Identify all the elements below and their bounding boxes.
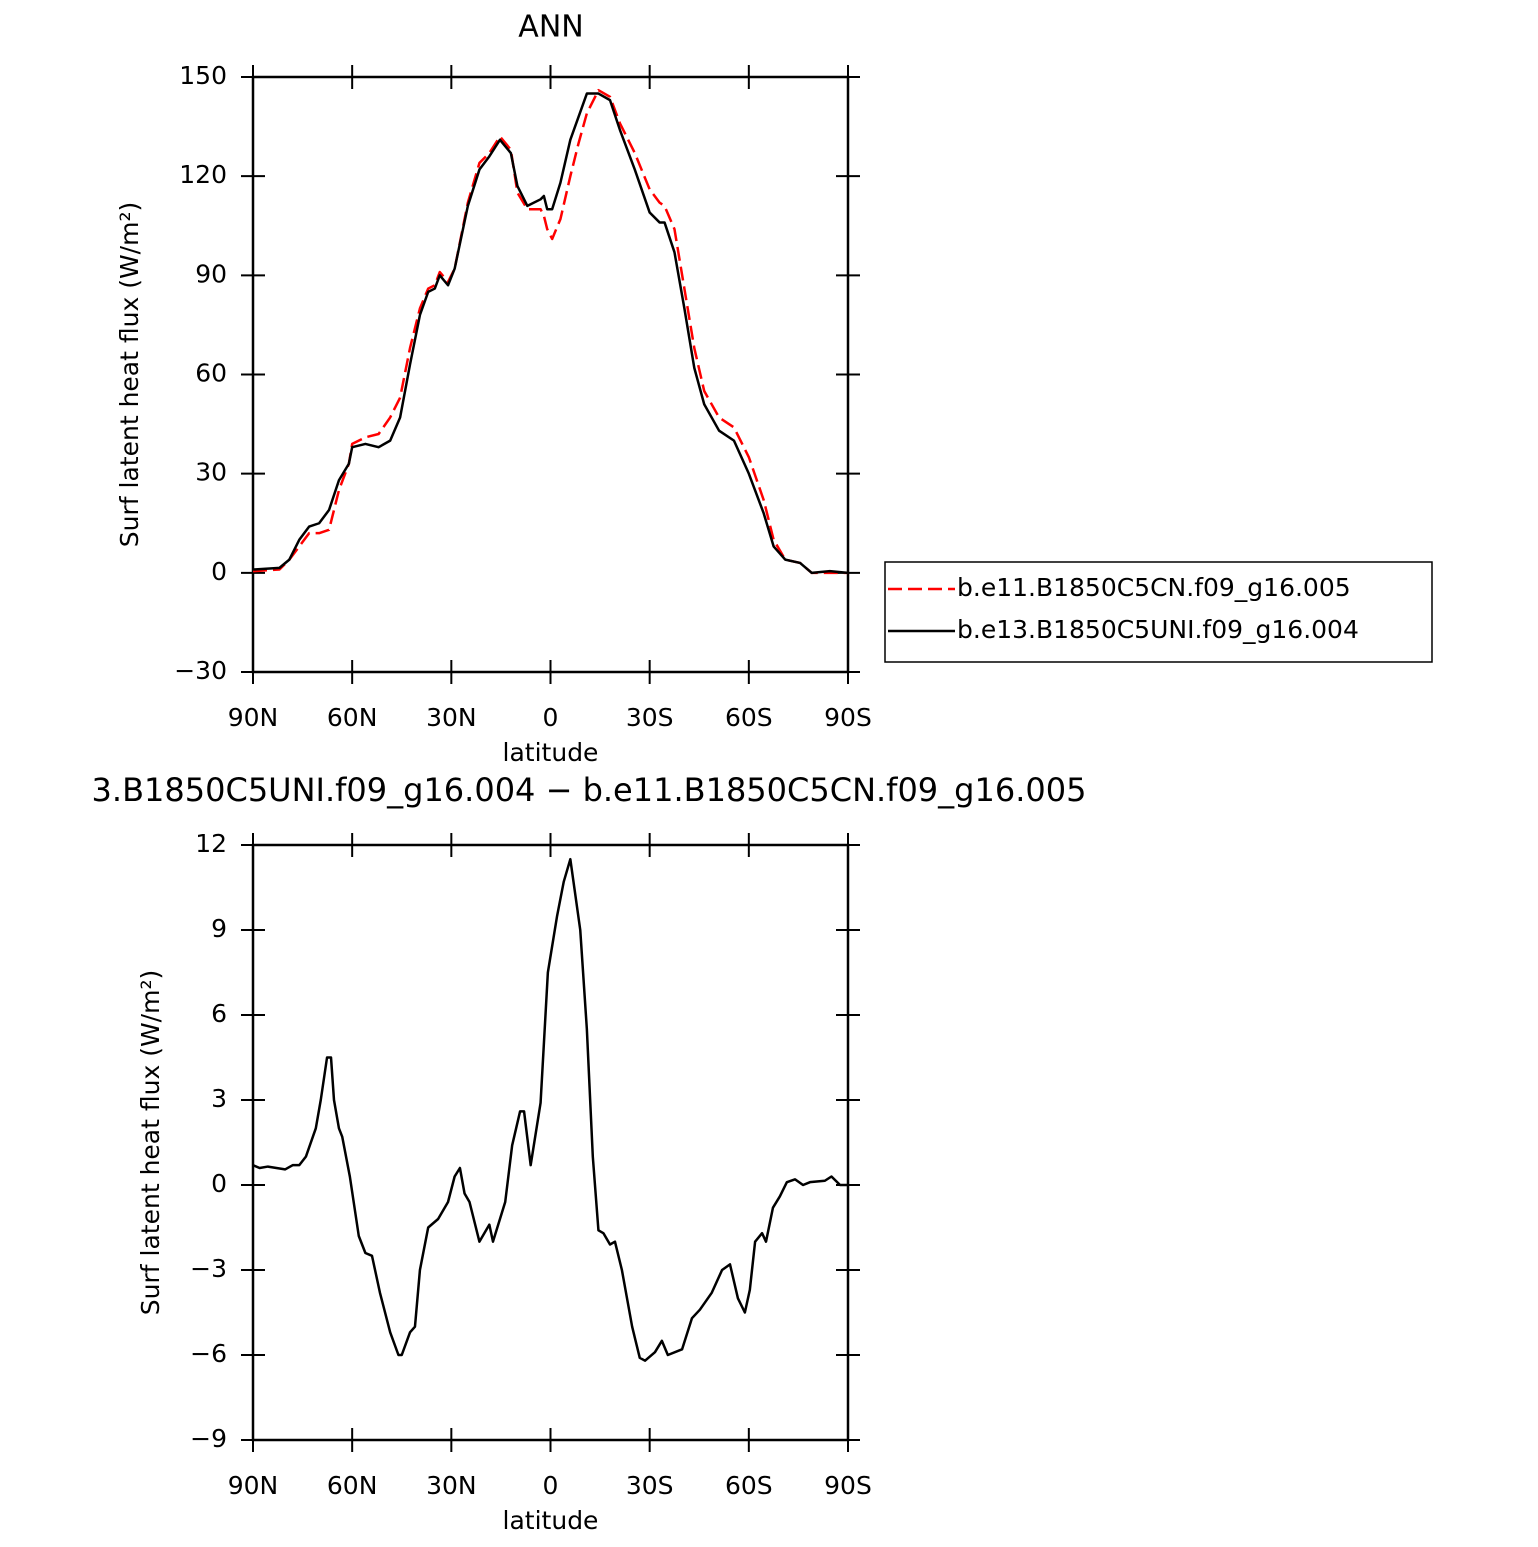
y-tick-label: 6: [211, 999, 227, 1028]
y-tick-label: 60: [195, 359, 227, 388]
y-tick-label: 150: [179, 61, 227, 90]
chart-title: 3.B1850C5UNI.f09_g16.004 − b.e11.B1850C5…: [92, 771, 1087, 809]
data-line: [252, 857, 848, 1362]
y-tick-label: −30: [174, 656, 227, 685]
x-tick-label: 30N: [426, 1471, 477, 1500]
chart-title: ANN: [518, 10, 583, 45]
x-tick-label: 90N: [228, 1471, 279, 1500]
x-tick-label: 60S: [725, 1471, 773, 1500]
data-line: [252, 92, 849, 575]
y-tick-label: 12: [195, 829, 227, 858]
y-tick-label: 120: [179, 160, 227, 189]
data-line: [252, 88, 848, 575]
x-tick-label: 30S: [626, 703, 674, 732]
y-tick-label: 90: [195, 259, 227, 288]
x-tick-label: 0: [543, 1471, 559, 1500]
x-tick-label: 90N: [228, 703, 279, 732]
x-tick-label: 60N: [327, 1471, 378, 1500]
y-tick-label: 3: [211, 1084, 227, 1113]
legend-label: b.e11.B1850C5CN.f09_g16.005: [957, 573, 1351, 602]
x-tick-label: 60S: [725, 703, 773, 732]
y-tick-label: −9: [190, 1424, 227, 1453]
plot-frame: [251, 75, 850, 674]
x-axis-label: latitude: [503, 1506, 599, 1535]
y-axis-label: Surf latent heat flux (W/m²): [136, 970, 165, 1315]
y-tick-label: 0: [211, 1169, 227, 1198]
x-tick-label: 30N: [426, 703, 477, 732]
y-tick-label: 9: [211, 914, 227, 943]
legend-label: b.e13.B1850C5UNI.f09_g16.004: [957, 615, 1359, 644]
y-tick-label: 30: [195, 458, 227, 487]
x-tick-label: 0: [543, 703, 559, 732]
x-tick-label: 90S: [824, 1471, 872, 1500]
x-tick-label: 30S: [626, 1471, 674, 1500]
y-tick-label: −6: [190, 1339, 227, 1368]
x-tick-label: 90S: [824, 703, 872, 732]
y-tick-label: −3: [190, 1254, 227, 1283]
x-tick-label: 60N: [327, 703, 378, 732]
y-tick-label: 0: [211, 557, 227, 586]
x-axis-label: latitude: [503, 738, 599, 767]
legend-box: [884, 561, 1433, 663]
y-axis-label: Surf latent heat flux (W/m²): [115, 202, 144, 547]
